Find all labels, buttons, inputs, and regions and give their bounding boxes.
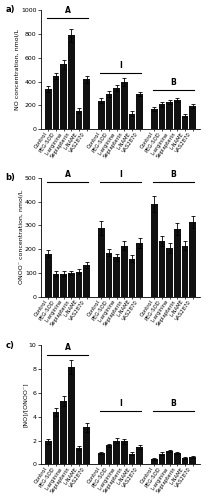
Bar (45, 441, 52, 464)
Bar (53, 412, 59, 465)
Bar (136, 243, 143, 297)
Text: I: I (119, 399, 122, 408)
Bar (83, 428, 90, 465)
Text: A: A (65, 170, 70, 179)
Bar (45, 254, 52, 297)
Bar (83, 264, 90, 297)
Bar (136, 94, 143, 129)
Bar (76, 111, 82, 129)
Bar (159, 454, 165, 464)
Bar (166, 102, 173, 129)
Y-axis label: [NO]/[ONOO⁻]: [NO]/[ONOO⁻] (22, 382, 27, 427)
Bar (68, 273, 75, 297)
Bar (182, 246, 188, 297)
Bar (166, 248, 173, 297)
Text: c): c) (6, 340, 14, 349)
Bar (174, 229, 181, 297)
Bar (151, 204, 158, 297)
Bar (129, 258, 136, 297)
Bar (151, 109, 158, 129)
Text: A: A (65, 6, 70, 16)
Bar (113, 88, 120, 129)
Bar (76, 448, 82, 464)
Bar (121, 82, 128, 129)
Bar (45, 88, 52, 129)
Bar (98, 100, 105, 129)
Bar (159, 241, 165, 297)
Text: b): b) (6, 173, 15, 182)
Bar (182, 116, 188, 129)
Bar (113, 258, 120, 297)
Bar (76, 272, 82, 297)
Bar (83, 79, 90, 129)
Bar (159, 104, 165, 129)
Bar (106, 94, 112, 129)
Bar (98, 453, 105, 464)
Text: a): a) (6, 6, 15, 15)
Bar (121, 441, 128, 464)
Text: A: A (65, 343, 70, 352)
Bar (106, 446, 112, 464)
Bar (174, 100, 181, 129)
Bar (53, 274, 59, 297)
Bar (121, 246, 128, 297)
Bar (136, 447, 143, 464)
Bar (129, 114, 136, 129)
Bar (174, 453, 181, 464)
Text: B: B (171, 78, 177, 87)
Bar (106, 252, 112, 297)
Y-axis label: ONOO⁻ concentration, nmol/L: ONOO⁻ concentration, nmol/L (18, 190, 23, 284)
Text: B: B (171, 170, 177, 179)
Y-axis label: NO concentration, nmol/L: NO concentration, nmol/L (15, 29, 20, 110)
Bar (98, 228, 105, 297)
Bar (151, 459, 158, 464)
Bar (60, 64, 67, 129)
Text: I: I (119, 170, 122, 179)
Bar (60, 402, 67, 464)
Bar (53, 76, 59, 129)
Bar (182, 458, 188, 464)
Bar (68, 35, 75, 129)
Bar (189, 456, 196, 464)
Text: B: B (171, 399, 177, 408)
Bar (113, 440, 120, 464)
Bar (68, 368, 75, 464)
Bar (166, 452, 173, 464)
Text: I: I (119, 62, 122, 70)
Bar (189, 222, 196, 297)
Bar (189, 106, 196, 129)
Bar (60, 274, 67, 297)
Bar (129, 454, 136, 464)
